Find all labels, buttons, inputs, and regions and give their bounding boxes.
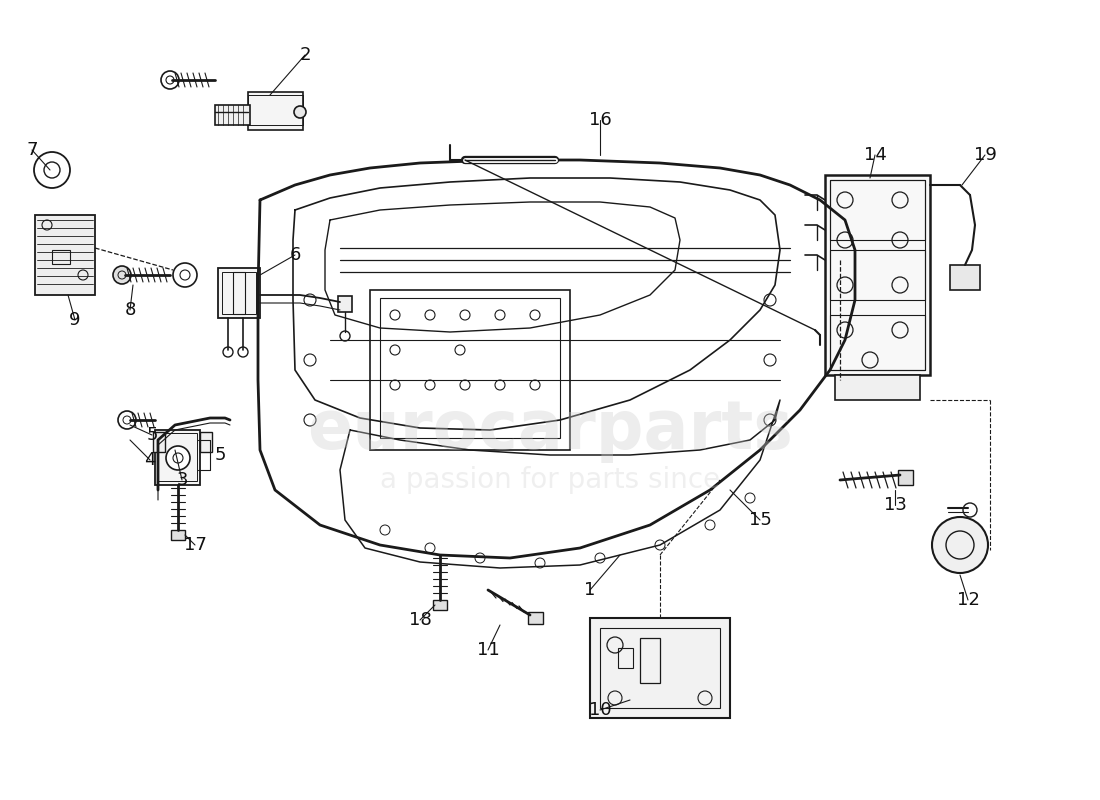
Text: 11: 11 — [476, 641, 499, 659]
Bar — [830, 250, 925, 300]
Bar — [233, 272, 245, 314]
Text: 15: 15 — [749, 511, 771, 529]
Text: 5: 5 — [214, 446, 225, 464]
Bar — [600, 628, 720, 708]
Text: 16: 16 — [588, 111, 612, 129]
Bar — [950, 265, 980, 290]
Bar — [52, 250, 70, 264]
Bar — [248, 92, 302, 130]
Bar — [618, 648, 632, 668]
Text: 4: 4 — [144, 451, 156, 469]
Bar — [830, 180, 925, 240]
Bar — [153, 432, 165, 452]
Bar — [155, 430, 200, 485]
Bar — [214, 105, 250, 125]
Text: 18: 18 — [408, 611, 431, 629]
Circle shape — [166, 446, 190, 470]
Text: 1: 1 — [584, 581, 596, 599]
Text: 17: 17 — [184, 536, 207, 554]
Bar — [338, 296, 352, 312]
Bar — [590, 618, 730, 718]
Text: 10: 10 — [588, 701, 612, 719]
Bar — [898, 470, 913, 485]
Bar — [158, 433, 197, 481]
Bar — [835, 375, 920, 400]
Bar — [218, 268, 260, 318]
Circle shape — [161, 71, 179, 89]
Text: 7: 7 — [26, 141, 37, 159]
Bar — [528, 612, 543, 624]
Bar — [370, 290, 570, 450]
Circle shape — [932, 517, 988, 573]
Text: eurocarparts: eurocarparts — [307, 397, 793, 463]
Circle shape — [34, 152, 70, 188]
Bar — [222, 272, 256, 314]
Bar — [35, 215, 95, 295]
Text: 6: 6 — [289, 246, 300, 264]
Bar — [200, 432, 212, 452]
Bar — [640, 638, 660, 683]
Text: 12: 12 — [957, 591, 979, 609]
Circle shape — [173, 263, 197, 287]
Text: 5: 5 — [146, 426, 157, 444]
Circle shape — [294, 106, 306, 118]
Bar — [825, 175, 930, 375]
Text: 13: 13 — [883, 496, 906, 514]
Text: 3: 3 — [176, 471, 188, 489]
Bar — [379, 298, 560, 438]
Bar — [830, 180, 925, 370]
Bar — [170, 530, 185, 540]
Bar — [433, 600, 447, 610]
Circle shape — [118, 411, 136, 429]
Text: 8: 8 — [124, 301, 135, 319]
Text: 2: 2 — [299, 46, 310, 64]
Text: a passion for parts since: a passion for parts since — [379, 466, 720, 494]
Text: 9: 9 — [69, 311, 80, 329]
Circle shape — [113, 266, 131, 284]
Bar — [830, 315, 925, 370]
Text: 14: 14 — [864, 146, 887, 164]
Text: 19: 19 — [974, 146, 997, 164]
Bar — [248, 95, 302, 125]
